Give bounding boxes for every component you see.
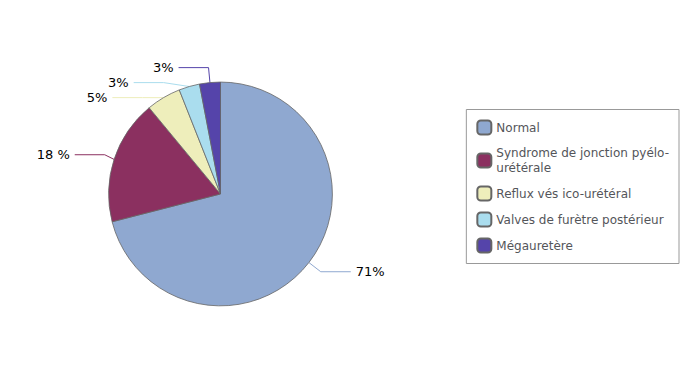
svg-text:3%: 3% (108, 75, 129, 90)
svg-text:Reflux vés ico-urétéral: Reflux vés ico-urétéral (496, 187, 631, 201)
svg-text:71%: 71% (356, 264, 385, 279)
svg-text:Valves de furètre postérieur: Valves de furètre postérieur (496, 213, 663, 227)
svg-text:18 %: 18 % (37, 147, 70, 162)
svg-text:Normal: Normal (496, 121, 539, 135)
svg-text:3%: 3% (153, 60, 174, 75)
svg-text:Syndrome de jonction pyélo-: Syndrome de jonction pyélo- (496, 146, 669, 160)
svg-text:urétérale: urétérale (496, 161, 551, 175)
svg-text:5%: 5% (87, 90, 108, 105)
svg-text:Mégauretère: Mégauretère (496, 239, 573, 253)
